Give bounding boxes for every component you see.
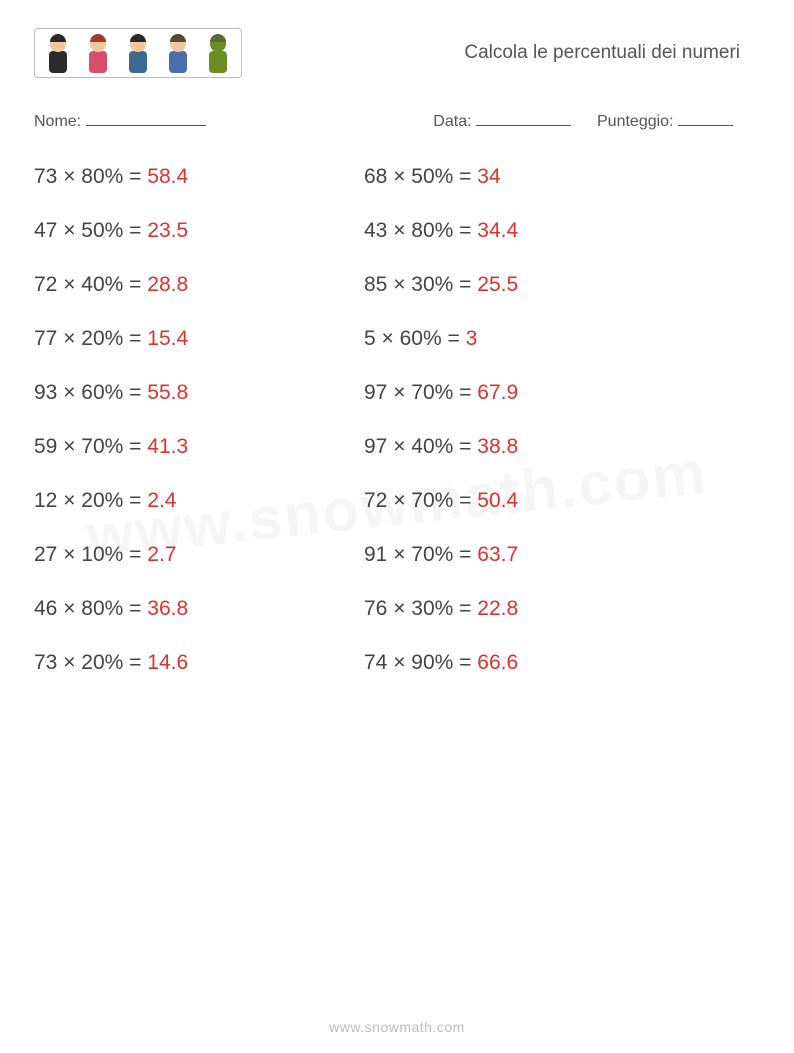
problem-expression: 59 × 70% = xyxy=(34,435,147,458)
problem-row: 91 × 70% = 63.7 xyxy=(364,543,760,567)
problem-answer: 63.7 xyxy=(477,543,518,566)
problem-row: 68 × 50% = 34 xyxy=(364,165,760,189)
problem-answer: 34.4 xyxy=(477,219,518,242)
date-blank xyxy=(476,108,571,126)
problem-row: 72 × 40% = 28.8 xyxy=(34,273,364,297)
name-label: Nome: xyxy=(34,113,81,130)
problem-answer: 25.5 xyxy=(477,273,518,296)
problem-expression: 46 × 80% = xyxy=(34,597,147,620)
problem-row: 47 × 50% = 23.5 xyxy=(34,219,364,243)
problems-area: 73 × 80% = 58.4 47 × 50% = 23.5 72 × 40% =… xyxy=(34,165,760,675)
problem-expression: 85 × 30% = xyxy=(364,273,477,296)
problem-answer: 36.8 xyxy=(147,597,188,620)
avatar-icon xyxy=(45,33,71,73)
problem-row: 76 × 30% = 22.8 xyxy=(364,597,760,621)
problem-row: 46 × 80% = 36.8 xyxy=(34,597,364,621)
meta-score: Punteggio: xyxy=(597,108,733,131)
problem-row: 74 × 90% = 66.6 xyxy=(364,651,760,675)
problem-answer: 55.8 xyxy=(147,381,188,404)
avatar-icon xyxy=(85,33,111,73)
worksheet-page: Calcola le percentuali dei numeri Nome: … xyxy=(0,0,794,675)
problem-row: 85 × 30% = 25.5 xyxy=(364,273,760,297)
problem-row: 97 × 40% = 38.8 xyxy=(364,435,760,459)
score-label: Punteggio: xyxy=(597,113,674,130)
meta-date: Data: xyxy=(433,108,571,131)
problem-row: 73 × 80% = 58.4 xyxy=(34,165,364,189)
avatar-box xyxy=(34,28,242,78)
problem-row: 77 × 20% = 15.4 xyxy=(34,327,364,351)
meta-name: Nome: xyxy=(34,108,433,131)
problem-answer: 28.8 xyxy=(147,273,188,296)
problem-answer: 67.9 xyxy=(477,381,518,404)
problem-expression: 5 × 60% = xyxy=(364,327,466,350)
problem-row: 97 × 70% = 67.9 xyxy=(364,381,760,405)
problem-answer: 41.3 xyxy=(147,435,188,458)
problem-answer: 23.5 xyxy=(147,219,188,242)
problem-expression: 93 × 60% = xyxy=(34,381,147,404)
problem-expression: 73 × 80% = xyxy=(34,165,147,188)
problem-expression: 72 × 40% = xyxy=(34,273,147,296)
problems-col-right: 68 × 50% = 34 43 × 80% = 34.4 85 × 30% = 2… xyxy=(364,165,760,675)
meta-right: Data: Punteggio: xyxy=(433,108,760,131)
footer-url: www.snowmath.com xyxy=(0,1019,794,1035)
problem-expression: 12 × 20% = xyxy=(34,489,147,512)
problem-expression: 68 × 50% = xyxy=(364,165,477,188)
problem-answer: 66.6 xyxy=(477,651,518,674)
problem-expression: 91 × 70% = xyxy=(364,543,477,566)
problem-answer: 2.4 xyxy=(147,489,176,512)
problem-expression: 27 × 10% = xyxy=(34,543,147,566)
avatar-icon xyxy=(205,33,231,73)
problem-row: 5 × 60% = 3 xyxy=(364,327,760,351)
problem-expression: 74 × 90% = xyxy=(364,651,477,674)
problem-answer: 58.4 xyxy=(147,165,188,188)
problem-expression: 97 × 40% = xyxy=(364,435,477,458)
meta-row: Nome: Data: Punteggio: xyxy=(34,108,760,131)
worksheet-title: Calcola le percentuali dei numeri xyxy=(464,42,760,64)
problem-expression: 76 × 30% = xyxy=(364,597,477,620)
problem-expression: 77 × 20% = xyxy=(34,327,147,350)
problem-answer: 15.4 xyxy=(147,327,188,350)
problem-row: 43 × 80% = 34.4 xyxy=(364,219,760,243)
problem-answer: 50.4 xyxy=(477,489,518,512)
problem-answer: 38.8 xyxy=(477,435,518,458)
name-blank xyxy=(86,108,206,126)
header-row: Calcola le percentuali dei numeri xyxy=(34,28,760,78)
problem-expression: 73 × 20% = xyxy=(34,651,147,674)
problem-row: 73 × 20% = 14.6 xyxy=(34,651,364,675)
problem-row: 59 × 70% = 41.3 xyxy=(34,435,364,459)
problem-answer: 22.8 xyxy=(477,597,518,620)
problem-expression: 47 × 50% = xyxy=(34,219,147,242)
problem-row: 72 × 70% = 50.4 xyxy=(364,489,760,513)
problem-row: 12 × 20% = 2.4 xyxy=(34,489,364,513)
avatar-icon xyxy=(125,33,151,73)
avatar-icon xyxy=(165,33,191,73)
problem-row: 93 × 60% = 55.8 xyxy=(34,381,364,405)
problem-answer: 3 xyxy=(466,327,478,350)
score-blank xyxy=(678,108,733,126)
problem-answer: 14.6 xyxy=(147,651,188,674)
problem-answer: 2.7 xyxy=(147,543,176,566)
problem-row: 27 × 10% = 2.7 xyxy=(34,543,364,567)
problems-col-left: 73 × 80% = 58.4 47 × 50% = 23.5 72 × 40% =… xyxy=(34,165,364,675)
date-label: Data: xyxy=(433,113,471,130)
problem-expression: 72 × 70% = xyxy=(364,489,477,512)
problem-expression: 97 × 70% = xyxy=(364,381,477,404)
problem-expression: 43 × 80% = xyxy=(364,219,477,242)
problem-answer: 34 xyxy=(477,165,500,188)
